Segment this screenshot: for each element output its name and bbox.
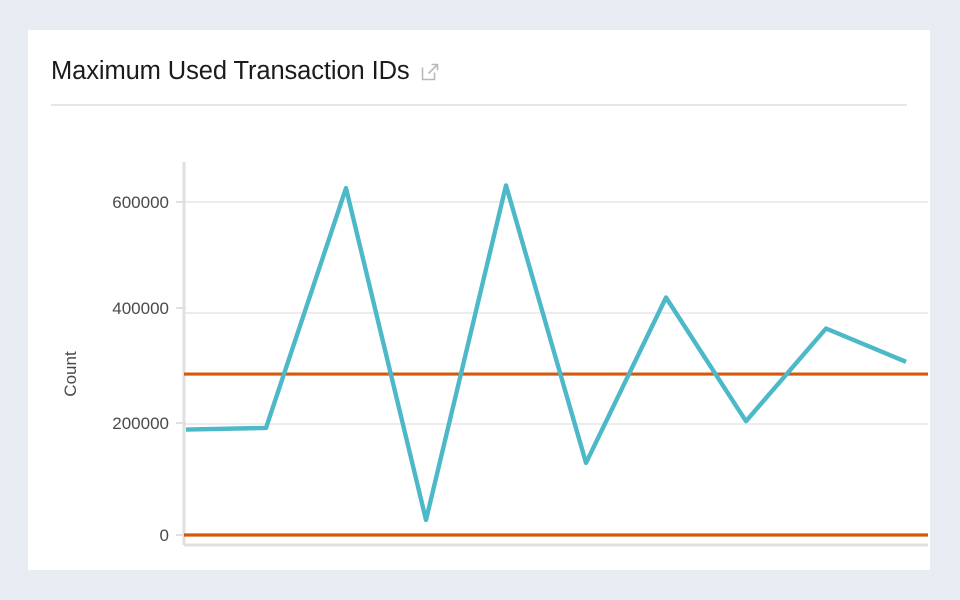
series-line[interactable]: [185, 183, 907, 523]
x-tick-label: 23:00: [409, 568, 452, 570]
y-tick-label: 200000: [112, 414, 169, 433]
y-tick-label: 400000: [112, 299, 169, 318]
x-tick-label: 22:00: [306, 568, 349, 570]
chart-card: Maximum Used Transaction IDs: [28, 30, 930, 570]
y-axis-tick-labels: 600000 400000 200000 0: [112, 193, 169, 545]
x-tick-label: 01:00: [615, 568, 658, 570]
y-tick-label: 600000: [112, 193, 169, 212]
grid-lines: [184, 201, 928, 536]
page-title: Maximum Used Transaction IDs: [51, 57, 410, 85]
series-group: [185, 183, 907, 523]
line-chart[interactable]: 600000 400000 200000 0 Count 21:00 22:00…: [28, 104, 930, 570]
y-axis-title-label: Count: [61, 351, 80, 397]
card-title-row: Maximum Used Transaction IDs: [51, 56, 439, 86]
threshold-lines: [184, 372, 928, 537]
x-tick-label: 00:00: [512, 568, 555, 570]
x-tick-label: 21:00: [203, 568, 246, 570]
axis-lines: [182, 162, 928, 547]
header-divider: [51, 104, 907, 106]
x-axis-tick-labels: 21:00 22:00 23:00 00:00 01:00 02:00 03:0…: [203, 568, 864, 570]
card-header: Maximum Used Transaction IDs: [28, 30, 930, 106]
x-tick-label: 02:00: [718, 568, 761, 570]
y-axis-title: Count: [61, 351, 80, 397]
external-link-icon[interactable]: [421, 63, 439, 81]
x-tick-label: 03:00: [821, 568, 864, 570]
chart-area: 600000 400000 200000 0 Count 21:00 22:00…: [28, 104, 930, 570]
y-tick-label: 0: [160, 526, 169, 545]
